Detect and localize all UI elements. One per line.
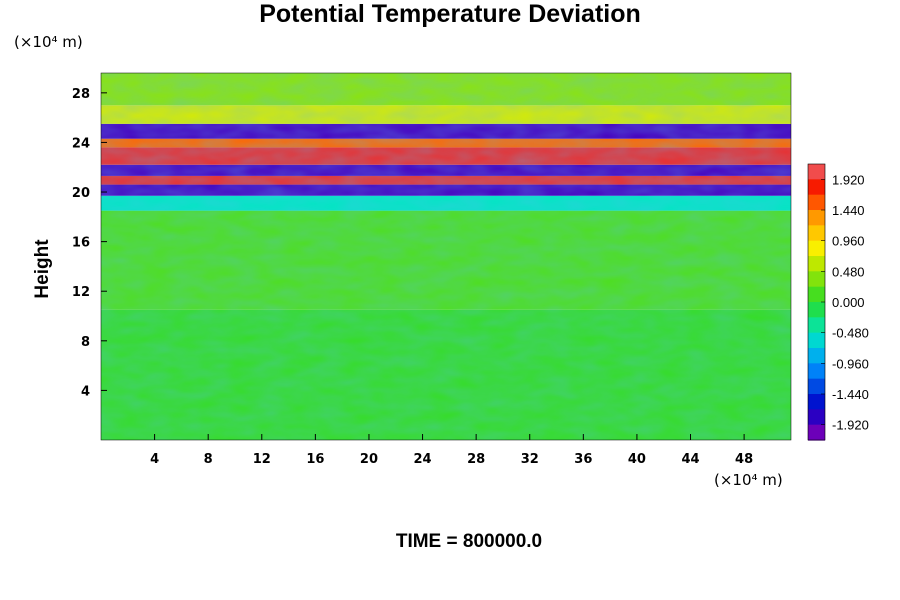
- colorbar: 1.920 1.440 0.960 0.480 0.000 -0.480 -0.960 -1.…: [807, 163, 869, 441]
- x-tick-label: 28: [467, 452, 485, 467]
- colorbar-segment: [808, 194, 825, 211]
- x-tick-label: 8: [204, 452, 213, 467]
- colorbar-segment: [808, 302, 825, 318]
- colorbar-segment: [808, 424, 825, 441]
- colorbar-tick-label: 0.000: [832, 295, 865, 310]
- y-tick-label: 16: [72, 236, 90, 251]
- colorbar-segment: [808, 348, 825, 364]
- x-tick-label: 20: [360, 452, 378, 467]
- chart-title: Potential Temperature Deviation: [259, 0, 641, 28]
- x-tick-label: 4: [150, 452, 159, 467]
- colorbar-tick-label: -0.480: [832, 326, 869, 341]
- x-axis-unit: (×10⁴ m): [714, 471, 783, 489]
- x-tick-label: 48: [735, 452, 753, 467]
- colorbar-tick-label: 1.920: [832, 172, 865, 187]
- colorbar-tick-label: 1.440: [832, 203, 865, 218]
- y-tick-label: 8: [81, 335, 90, 350]
- colorbar-tick-label: -0.960: [832, 356, 869, 371]
- x-tick-label: 36: [574, 452, 592, 467]
- colorbar-segment: [808, 225, 825, 242]
- colorbar-segment: [808, 378, 825, 395]
- y-tick-label: 12: [72, 285, 90, 300]
- colorbar-segment: [808, 256, 825, 272]
- colorbar-tick-label: 0.480: [832, 264, 865, 279]
- y-tick-label: 28: [72, 87, 90, 102]
- colorbar-segment: [808, 317, 825, 334]
- y-axis: 4 8 12 16 20 24 28: [72, 87, 107, 399]
- x-tick-label: 24: [414, 452, 432, 467]
- x-tick-label: 16: [306, 452, 324, 467]
- y-tick-label: 20: [72, 186, 90, 201]
- y-tick-label: 24: [72, 136, 90, 151]
- field-texture: [101, 73, 791, 440]
- colorbar-segment: [808, 271, 825, 288]
- x-tick-label: 32: [521, 452, 539, 467]
- x-tick-label: 40: [628, 452, 646, 467]
- colorbar-segment: [808, 240, 825, 257]
- x-axis: 4 8 12 16 20 24 28 32 36 40 44 48: [150, 434, 753, 467]
- x-tick-label: 44: [681, 452, 699, 467]
- colorbar-tick-label: -1.440: [832, 387, 869, 402]
- colorbar-segment: [808, 363, 825, 380]
- plot-frame: [100, 72, 792, 441]
- colorbar-segment: [808, 286, 825, 303]
- y-tick-label: 4: [81, 384, 90, 399]
- x-tick-label: 12: [253, 452, 271, 467]
- colorbar-segment: [808, 409, 825, 426]
- colorbar-tick-label: -1.920: [832, 418, 869, 433]
- colorbar-tick-label: 0.960: [832, 234, 865, 249]
- colorbar-segment: [808, 332, 825, 349]
- y-axis-unit: (×10⁴ m): [14, 33, 83, 51]
- colorbar-segment: [808, 210, 825, 226]
- colorbar-segment: [808, 394, 825, 410]
- colorbar-segment: [808, 164, 825, 180]
- colorbar-segment: [808, 179, 825, 196]
- heatmap-field: [101, 73, 791, 440]
- time-label: TIME = 800000.0: [395, 531, 543, 552]
